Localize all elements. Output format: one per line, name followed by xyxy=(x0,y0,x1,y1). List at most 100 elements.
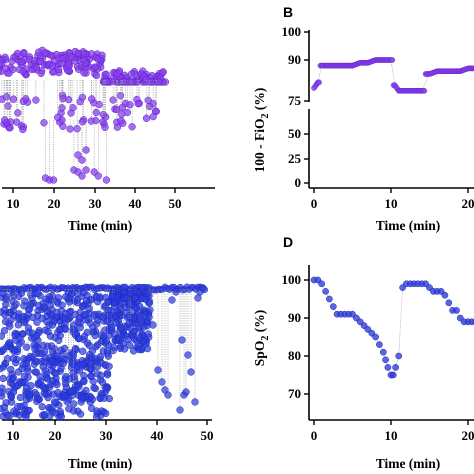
panel-c-point xyxy=(59,359,68,367)
panel-a-point xyxy=(82,166,90,174)
panel-a-point xyxy=(87,117,95,125)
panel-c-point xyxy=(144,317,152,326)
panel-c-point xyxy=(68,290,76,298)
panel-c-point xyxy=(125,341,134,349)
panel-c-point xyxy=(66,352,74,360)
panel-c-point xyxy=(87,372,95,381)
panel-c-point xyxy=(38,314,46,322)
panel-c-point xyxy=(126,290,134,298)
panel-a-point xyxy=(49,176,58,184)
panel-d-letter: D xyxy=(283,234,293,250)
panel-c-point xyxy=(0,345,8,354)
panel-c-point xyxy=(182,388,190,396)
panel-a-point xyxy=(8,57,16,65)
panel-c-point xyxy=(39,363,47,371)
panel-c-point xyxy=(6,308,15,317)
panel-c-point xyxy=(112,319,120,327)
panel-c-point xyxy=(69,360,77,368)
panel-a-point xyxy=(113,70,121,78)
panel-b-y-tick-label: 50 xyxy=(288,126,301,141)
panel-a-point xyxy=(87,50,96,58)
panel-c-point xyxy=(16,393,25,402)
panel-c-point xyxy=(55,294,63,302)
panel-c-point xyxy=(82,297,91,305)
panel-c-point xyxy=(40,303,48,311)
panel-b-x-label: Time (min) xyxy=(376,218,441,233)
panel-c-point xyxy=(34,289,42,298)
panel-a-point xyxy=(117,117,125,125)
panel-b-fio2-chart: B 0 10 20 100 90 75 50 25 0 100 - FiO2 (%) Time … xyxy=(252,4,474,233)
panel-c-point xyxy=(134,308,143,316)
panel-c-point xyxy=(191,398,199,406)
panel-a-point xyxy=(127,70,136,78)
panel-d-point xyxy=(379,348,387,356)
panel-b-y-tick-label: 75 xyxy=(288,93,302,108)
panel-c-point xyxy=(5,339,14,347)
panel-c-point xyxy=(2,399,10,407)
panel-a-point xyxy=(40,119,48,127)
panel-c-x-label: Time (min) xyxy=(68,456,133,471)
panel-c-point xyxy=(83,339,92,347)
panel-a-point xyxy=(149,112,157,121)
panel-c-point xyxy=(86,365,94,373)
panel-d-x-tick-label: 20 xyxy=(462,428,474,443)
panel-c-point xyxy=(35,395,43,403)
panel-c-point xyxy=(103,385,111,393)
panel-c-point xyxy=(62,373,70,381)
panel-a-point xyxy=(78,118,87,126)
panel-a-point xyxy=(102,176,111,184)
panel-a-point xyxy=(73,125,81,133)
panel-c-point xyxy=(102,409,110,418)
panel-a-point xyxy=(142,75,150,84)
panel-c-point xyxy=(26,301,35,309)
panel-a-point xyxy=(48,62,56,70)
panel-c-point xyxy=(17,402,25,411)
panel-a-point xyxy=(54,65,63,74)
panel-a-x-tick-label: 40 xyxy=(129,196,142,211)
panel-a-point xyxy=(82,59,90,67)
panel-c-point xyxy=(21,379,29,387)
panel-a-x-tick-label: 30 xyxy=(89,196,102,211)
panel-c-x-tick-label: 30 xyxy=(100,428,113,443)
panel-a-point xyxy=(91,63,99,71)
panel-b-y-label: 100 - FiO2 (%) xyxy=(252,88,271,173)
panel-c-point xyxy=(45,383,54,391)
panel-b-y-tick-label: 25 xyxy=(288,151,302,166)
panel-c-point xyxy=(172,288,180,296)
panel-a-point xyxy=(14,109,22,117)
panel-a-point xyxy=(101,123,109,132)
panel-c-point xyxy=(15,313,23,321)
panel-d-point xyxy=(384,364,392,371)
panel-c-point xyxy=(111,312,119,320)
panel-c-point xyxy=(31,345,39,353)
panel-c-point xyxy=(12,300,20,308)
panel-c-point xyxy=(69,407,78,415)
panel-d-spo2-chart: D 0 10 20 100 90 80 70 SpO2 (%) Time (min) xyxy=(252,234,474,471)
panel-d-y-tick-label: 80 xyxy=(288,348,301,363)
panel-c-point xyxy=(96,293,104,301)
panel-c-point xyxy=(129,347,138,355)
panel-c-point xyxy=(88,347,97,355)
panel-c-point xyxy=(99,313,107,321)
panel-a-point xyxy=(9,65,17,74)
panel-b-point xyxy=(421,88,428,94)
panel-c-point xyxy=(108,323,116,331)
panel-a-x-tick-label: 50 xyxy=(169,196,182,211)
panel-d-y-tick-label: 100 xyxy=(282,272,302,287)
panel-c-point xyxy=(100,332,108,341)
panel-a-point xyxy=(74,49,82,57)
panel-a-point xyxy=(17,57,26,66)
panel-c-point xyxy=(15,411,24,419)
panel-a-point xyxy=(2,64,10,72)
panel-c-point xyxy=(9,388,18,396)
panel-c-point xyxy=(30,334,39,342)
panel-a-point xyxy=(94,172,102,180)
panel-c-point xyxy=(48,357,56,365)
panel-c-point xyxy=(117,324,125,332)
panel-c-point xyxy=(7,365,15,374)
panel-c-point xyxy=(76,323,84,332)
panel-a-point xyxy=(2,93,11,101)
panel-b-x-tick-label: 0 xyxy=(311,196,318,211)
panel-b-letter: B xyxy=(283,4,293,20)
panel-d-y-tick-label: 90 xyxy=(288,310,301,325)
